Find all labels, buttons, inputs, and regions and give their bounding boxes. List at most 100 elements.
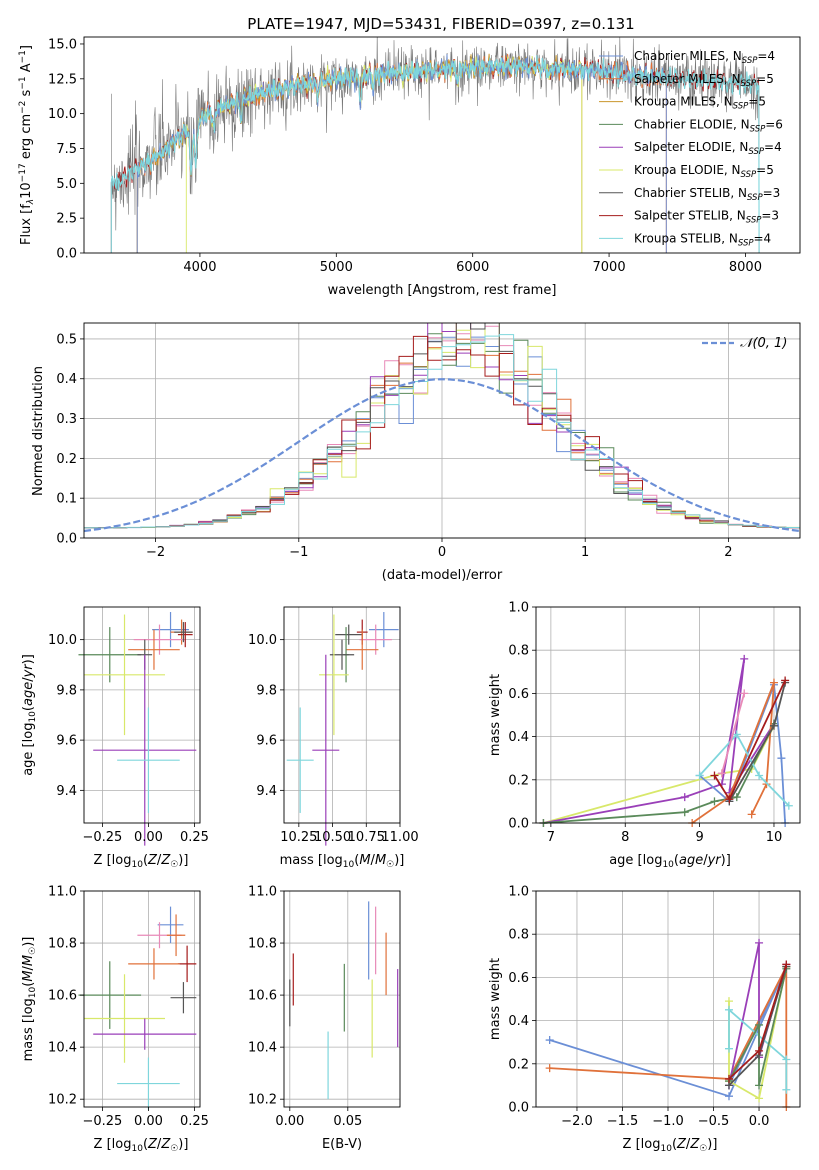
weight-marker [724,997,733,1006]
legend-label-eq: =3 [763,186,781,200]
figure-title: PLATE=1947, MJD=53431, FIBERID=0397, z=0… [247,15,634,33]
legend-label-sub: SSP [733,102,749,112]
y-tick-label: 0.1 [56,492,77,507]
residuals-ylabel: Normed distribution [31,366,46,496]
x-tick-label: 0.05 [333,1114,362,1129]
histogram-steps [84,323,800,533]
x-tick-label: 10 [766,830,783,845]
weight-marker [695,771,704,780]
weight-marker [769,721,778,730]
y-tick-label: 10.8 [48,937,77,952]
legend-label: Kroupa STELIB, NSSP=4 [634,231,771,248]
legend-label-text: Chabrier STELIB, N [634,186,747,200]
spectrum-xticks: 4000 5000 6000 7000 8000 0.0 2.5 5.0 7.5 10.0 12.5 [48,43,762,275]
weight-marker [782,1085,791,1094]
y-tick-label: 11.0 [48,885,77,900]
weight-marker [725,795,734,804]
weight-vs-age-panel: 7 8 9 10 0.0 0.2 0.4 0.6 0.8 1.0 age [log10(age/y… [488,601,801,870]
y-tick-label: 5.0 [56,177,77,192]
y-tick-label: 2.5 [56,212,77,227]
y-tick-label: 10.2 [48,1093,77,1108]
model-spectrum-line [136,53,583,253]
y-tick-label: 9.6 [256,734,277,749]
weight-marker [732,793,741,802]
legend-label: Chabrier STELIB, NSSP=3 [634,186,780,203]
y-tick-label: 10.6 [48,989,77,1004]
x-tick-label: 1 [581,545,589,560]
mass-vs-ebv-plot-area [284,890,400,1107]
y-tick-label: 7.5 [56,142,77,157]
legend-label-text: Salpeter ELODIE, N [634,140,748,154]
y-tick-label: 0.6 [508,687,529,702]
weight-marker [724,1074,733,1083]
legend-label-text: Kroupa STELIB, N [634,231,738,245]
weight-marker [784,801,793,810]
model-spectrum-line [110,55,760,253]
weight-vs-age-frame [535,606,801,824]
x-tick-label: 10.50 [314,830,351,845]
y-tick-label: 9.6 [56,734,77,749]
legend-label-sub: SSP [741,79,757,89]
spectrum-plot-area [110,37,760,253]
x-tick-label: 11.00 [381,830,418,845]
y-tick-label: 10.8 [248,937,277,952]
y-tick-label: 0.4 [508,1014,529,1029]
weight-series-group [545,938,791,1111]
age-vs-Z-ticks: −0.25 0.00 0.25 9.4 9.6 9.8 10.0 [48,633,209,845]
weight-marker [747,810,756,819]
spectrum-xlabel: wavelength [Angstrom, rest frame] [328,283,557,298]
x-tick-label: 9 [695,830,703,845]
legend-label-eq: =5 [756,163,774,177]
legend-label-sub: SSP [746,216,762,226]
weight-marker [710,797,719,806]
mass-vs-Z-xlabel: Z [log10(Z/Z☉)] [94,1137,189,1154]
legend-label-sub: SSP [747,193,763,203]
errorbar-group [289,901,399,1100]
y-tick-label: 0.0 [508,817,529,832]
x-tick-label: 0.00 [134,830,163,845]
residuals-legend: 𝒩(0, 1) [702,336,787,351]
weight-marker [781,676,790,685]
spectrum-ylabel-text: Flux [f [19,204,34,245]
weight-series-line [698,732,790,807]
weight-marker [755,1020,764,1029]
age-vs-Z-panel: −0.25 0.00 0.25 9.4 9.6 9.8 10.0 Z [log10(Z/Z☉… [21,606,209,870]
y-tick-label: 0.8 [508,928,529,943]
errorbar-group [78,612,197,846]
legend-label-sub: SSP [750,124,766,134]
histogram-step-line [84,334,800,529]
x-tick-label: −1.5 [607,1114,639,1129]
spectrum-yticks: 15.0 [48,37,77,52]
y-tick-label: 12.5 [48,72,77,87]
x-tick-label: 4000 [183,260,216,275]
legend-label-text: Salpeter MILES, N [634,72,741,86]
residuals-xticks: −2 −1 0 1 2 0.0 0.1 0.2 0.3 0.4 0.5 [56,332,732,560]
legend-label-sub: SSP [741,170,757,180]
mass-vs-Z-ticks: −0.25 0.00 0.25 10.2 10.4 10.6 10.8 11.0 [48,885,209,1130]
legend-label-eq: =4 [754,231,772,245]
x-tick-label: 2 [724,545,732,560]
age-vs-mass-xlabel: mass [log10(M/M☉)] [280,853,405,870]
legend-label: Salpeter STELIB, NSSP=3 [634,209,779,226]
y-tick-label: 10.4 [48,1041,77,1056]
x-tick-label: −2 [146,545,165,560]
x-tick-label: −0.5 [698,1114,730,1129]
weight-marker [755,1094,764,1103]
legend-label: Salpeter MILES, NSSP=5 [634,72,774,89]
legend-label-eq: =6 [765,117,783,131]
mass-vs-ebv-frame [283,890,401,1108]
y-tick-label: 0.2 [508,773,529,788]
weight-marker [769,678,778,687]
y-tick-label: 10.0 [48,633,77,648]
x-tick-label: 6000 [456,260,489,275]
weight-marker [777,754,786,763]
legend-label-eq: =4 [764,140,782,154]
y-tick-label: 0.2 [508,1057,529,1072]
errorbar-group [286,612,399,846]
weight-marker [545,1064,554,1073]
spectrum-lines [110,37,760,253]
y-tick-label: 9.4 [256,784,277,799]
spectrum-frame [83,36,801,254]
